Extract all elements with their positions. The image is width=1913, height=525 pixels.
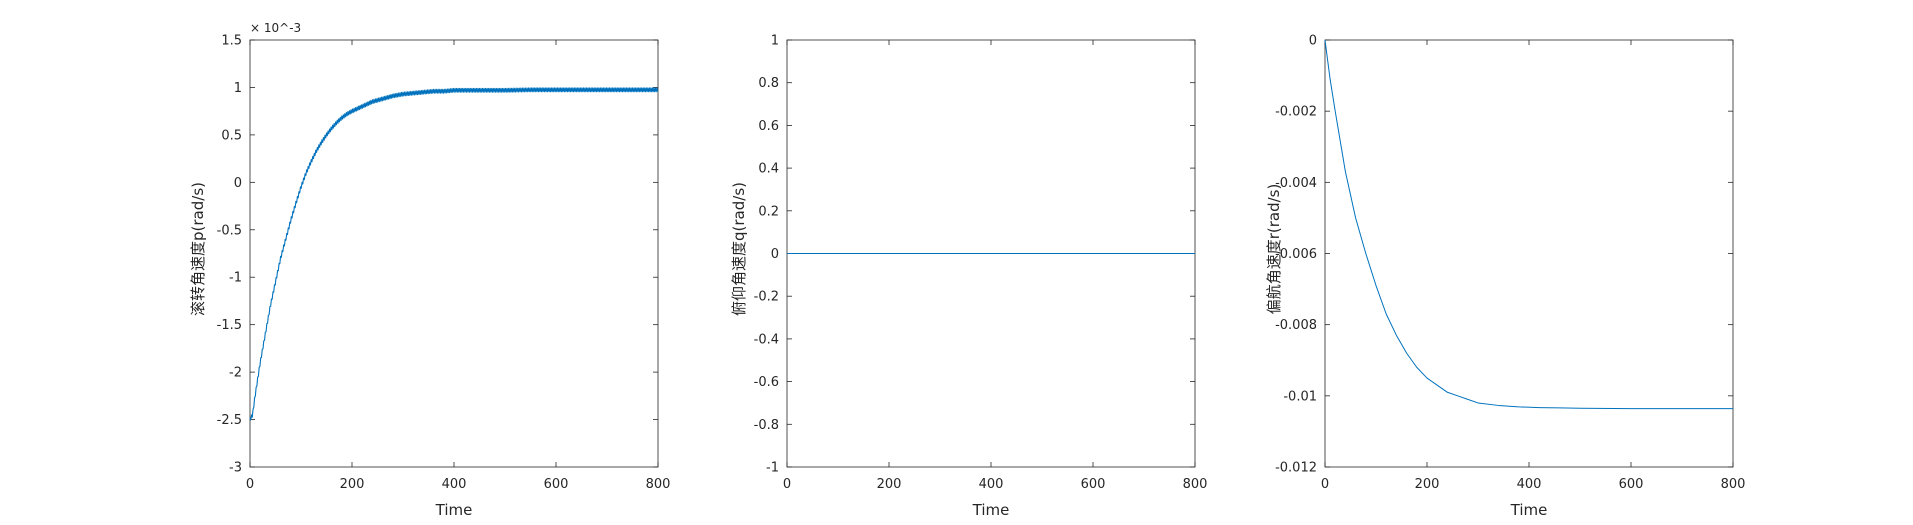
y-tick-label: -0.5 — [217, 223, 242, 238]
x-axis-label: Time — [1510, 501, 1548, 519]
subplot-yaw-rate: Time 偏航角速度r(rad/s) 0 200 400 600 800 -0.012 -0… — [1265, 34, 1745, 520]
x-tick-label: 200 — [877, 477, 902, 492]
series-line — [249, 87, 659, 421]
y-tick-label: -0.008 — [1275, 318, 1317, 333]
y-tick-label: 0.8 — [758, 76, 779, 91]
x-tick-label: 800 — [1721, 477, 1746, 492]
y-tick-label: 0 — [234, 176, 242, 191]
x-axis-label: Time — [435, 501, 473, 519]
y-tick-label: 1 — [771, 34, 779, 49]
y-tick-label: 0 — [1309, 34, 1317, 49]
y-tick-label: 1 — [234, 81, 242, 96]
y-tick-label: -1 — [229, 271, 242, 286]
y-axis-label: 滚转角速度p(rad/s) — [189, 182, 207, 316]
y-tick-label: -0.2 — [754, 290, 779, 305]
y-tick-label: -3 — [229, 461, 242, 476]
x-tick-label: 200 — [340, 477, 365, 492]
y-tick-label: 0.2 — [758, 204, 779, 219]
y-tick-label: -0.002 — [1275, 105, 1317, 120]
x-axis-label: Time — [972, 501, 1010, 519]
y-tick-label: -0.004 — [1275, 176, 1317, 191]
x-tick-label: 0 — [783, 477, 791, 492]
y-exponent-label: × 10^-3 — [250, 21, 301, 35]
x-tick-label: 0 — [1321, 477, 1329, 492]
y-tick-label: -1.5 — [217, 318, 242, 333]
x-tick-label: 600 — [1081, 477, 1106, 492]
subplot-roll-rate: × 10^-3 Time 滚转角速度p(rad/s) 0 200 400 600 800… — [189, 21, 670, 519]
x-tick-label: 800 — [646, 477, 671, 492]
y-tick-label: 0.6 — [758, 119, 779, 134]
x-tick-label: 0 — [246, 477, 254, 492]
y-tick-label: 0 — [771, 247, 779, 262]
y-tick-label: -1 — [766, 461, 779, 476]
subplot-pitch-rate: Time 俯仰角速度q(rad/s) 0 200 400 600 800 -1 -0.8 -0… — [730, 34, 1207, 520]
y-axis-label: 偏航角速度r(rad/s) — [1265, 184, 1283, 315]
series-line — [1324, 39, 1733, 410]
x-tick-label: 200 — [1415, 477, 1440, 492]
y-tick-label: -2 — [229, 366, 242, 381]
y-tick-label: -0.4 — [754, 332, 779, 347]
x-tick-label: 800 — [1183, 477, 1208, 492]
y-tick-label: 1.5 — [221, 34, 242, 49]
x-tick-label: 400 — [979, 477, 1004, 492]
y-tick-label: -0.012 — [1275, 461, 1317, 476]
y-tick-label: -2.5 — [217, 413, 242, 428]
x-tick-label: 600 — [544, 477, 569, 492]
y-axis-label: 俯仰角速度q(rad/s) — [730, 182, 748, 316]
y-tick-label: -0.006 — [1275, 247, 1317, 262]
x-tick-label: 600 — [1619, 477, 1644, 492]
x-tick-label: 400 — [1517, 477, 1542, 492]
y-tick-label: -0.01 — [1283, 389, 1317, 404]
y-tick-label: -0.8 — [754, 418, 779, 433]
y-tick-label: 0.5 — [221, 128, 242, 143]
y-tick-label: -0.6 — [754, 375, 779, 390]
y-tick-label: 0.4 — [758, 162, 779, 177]
x-tick-label: 400 — [442, 477, 467, 492]
